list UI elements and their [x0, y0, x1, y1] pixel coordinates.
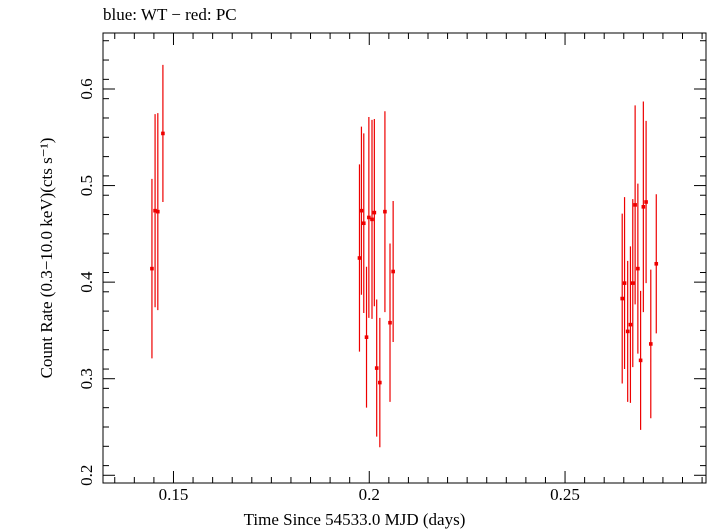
data-point	[370, 217, 374, 222]
data-point	[622, 281, 627, 285]
plot-frame	[102, 32, 707, 484]
y-tick-label: 0.4	[77, 271, 96, 293]
data-point	[359, 208, 364, 213]
data-point	[636, 266, 640, 271]
data-point	[357, 256, 362, 260]
x-tick-label: 0.2	[359, 485, 380, 504]
y-axis-label-group: Count Rate (0.3−10.0 keV)(cts s⁻¹)	[37, 138, 56, 379]
data-point	[644, 200, 648, 204]
data-point	[150, 266, 154, 271]
data-point	[654, 261, 659, 266]
data-point	[161, 131, 165, 136]
data-point	[367, 215, 371, 220]
y-tick-label: 0.3	[77, 368, 96, 389]
x-axis-label: Time Since 54533.0 MJD (days)	[243, 510, 466, 529]
data-point	[374, 366, 379, 370]
data-point	[638, 358, 643, 363]
data-point	[630, 281, 635, 285]
data-point	[633, 203, 637, 207]
y-tick-label: 0.6	[77, 78, 96, 99]
y-axis-ticks: 0.2 0.3 0.4 0.5 0.6	[77, 40, 706, 486]
data-point	[361, 221, 366, 226]
data-point	[625, 329, 630, 334]
data-point	[391, 269, 395, 274]
data-point	[641, 205, 646, 209]
data-point	[628, 322, 633, 327]
x-tick-label: 0.15	[159, 485, 189, 504]
data-point	[648, 342, 653, 346]
y-tick-label: 0.2	[77, 465, 96, 486]
x-tick-label: 0.25	[550, 485, 580, 504]
chart-title: blue: WT − red: PC	[103, 5, 237, 24]
data-point	[364, 335, 369, 339]
x-axis-ticks: 0.15 0.2 0.25	[114, 33, 703, 504]
data-points	[150, 64, 659, 448]
data-point	[153, 208, 157, 213]
data-point	[378, 380, 382, 385]
data-point	[383, 209, 387, 214]
y-axis-label: Count Rate (0.3−10.0 keV)(cts s⁻¹)	[37, 138, 56, 379]
data-point	[620, 296, 625, 301]
data-point	[388, 320, 392, 325]
y-tick-label: 0.5	[77, 175, 96, 196]
data-point	[372, 210, 377, 215]
data-point	[156, 209, 160, 214]
